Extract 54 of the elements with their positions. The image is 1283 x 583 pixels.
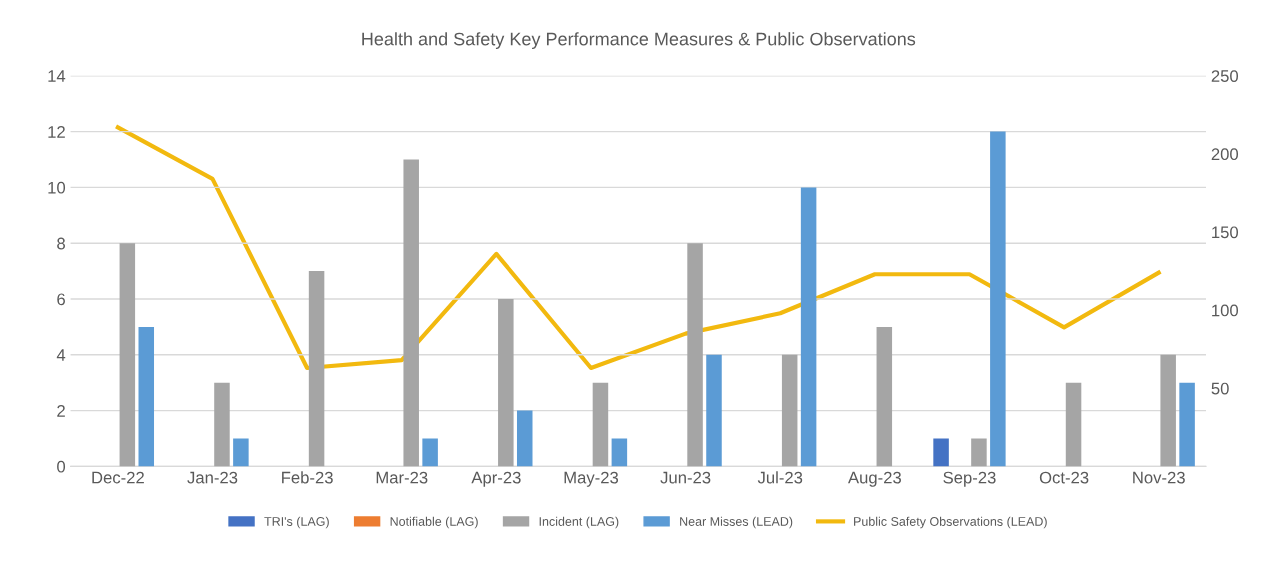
y-tick-label: 2 bbox=[57, 405, 65, 417]
bar bbox=[1179, 382, 1195, 467]
y-tick-label: 0 bbox=[57, 460, 66, 473]
bar bbox=[781, 354, 798, 467]
y-tick-label: 8 bbox=[57, 237, 65, 250]
bar bbox=[403, 159, 419, 467]
x-tick-label: Jul-23 bbox=[757, 471, 803, 484]
chart-title: Health and Safety Key Performance Measures & Public Observations bbox=[362, 32, 916, 49]
line-series bbox=[115, 125, 1161, 371]
y-tick-label: 6 bbox=[57, 293, 65, 306]
y2-tick-label: 150 bbox=[1212, 226, 1239, 239]
bar bbox=[990, 131, 1006, 467]
bar bbox=[971, 438, 987, 467]
x-tick-label: Mar-23 bbox=[376, 471, 428, 484]
x-tick-label: May-23 bbox=[564, 471, 619, 487]
y-tick-label: 4 bbox=[56, 349, 66, 361]
x-tick-label: Oct-23 bbox=[1039, 471, 1089, 484]
bar bbox=[687, 243, 703, 467]
y2-tick-label: 250 bbox=[1211, 70, 1239, 82]
bar bbox=[933, 438, 949, 467]
x-tick-label: Sep-23 bbox=[943, 471, 996, 487]
x-tick-label: Apr-23 bbox=[471, 471, 521, 487]
y-tick-label: 12 bbox=[48, 125, 65, 138]
legend-label: TRI's (LAG) bbox=[264, 516, 329, 529]
y-tick-label: 10 bbox=[48, 181, 66, 194]
x-tick-label: Jan-23 bbox=[187, 471, 238, 484]
bar bbox=[214, 382, 230, 467]
legend-label: Near Misses (LEAD) bbox=[680, 516, 793, 529]
bar bbox=[233, 438, 249, 467]
x-tick-label: Feb-23 bbox=[282, 471, 333, 484]
y2-tick-label: 100 bbox=[1212, 304, 1239, 317]
bar bbox=[1160, 354, 1176, 467]
bar bbox=[592, 382, 609, 467]
bar bbox=[800, 187, 817, 467]
bar bbox=[1065, 382, 1082, 467]
x-tick-label: Dec-22 bbox=[92, 471, 144, 484]
y2-tick-label: 50 bbox=[1211, 382, 1229, 395]
x-tick-label: Jun-23 bbox=[660, 471, 711, 484]
bar bbox=[611, 438, 628, 467]
legend-label: Public Safety Observations (LEAD) bbox=[854, 516, 1047, 529]
legend-label: Notifiable (LAG) bbox=[390, 516, 478, 529]
x-tick-label: Nov-23 bbox=[1133, 471, 1185, 484]
bar bbox=[422, 438, 438, 467]
y-tick-label: 14 bbox=[48, 70, 66, 82]
bar bbox=[516, 410, 533, 467]
y2-tick-label: 200 bbox=[1211, 148, 1239, 161]
bar bbox=[308, 271, 325, 467]
bar bbox=[498, 299, 514, 467]
bar bbox=[138, 326, 155, 467]
bar bbox=[876, 326, 893, 467]
bar bbox=[119, 243, 136, 467]
legend-label: Incident (LAG) bbox=[539, 516, 619, 529]
bar bbox=[706, 354, 722, 467]
x-tick-label: Aug-23 bbox=[848, 471, 901, 487]
